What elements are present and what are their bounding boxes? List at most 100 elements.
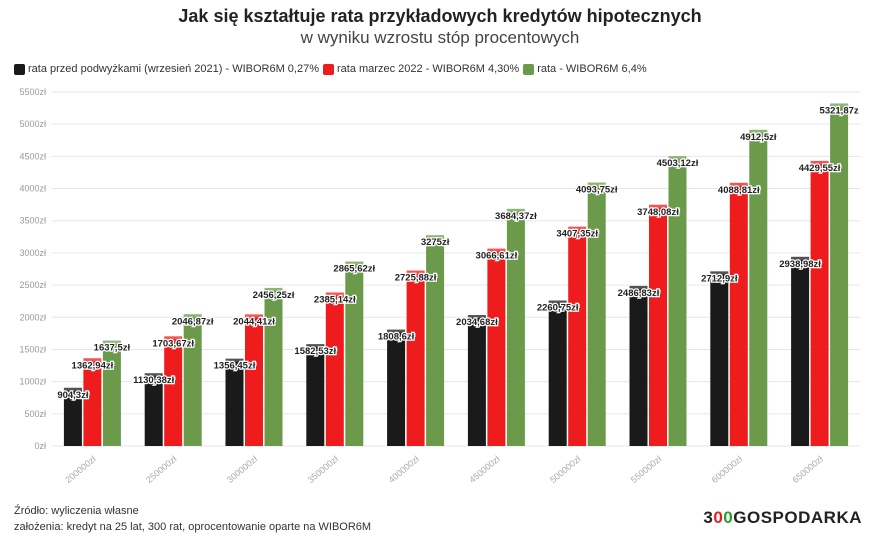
- chart-subtitle: w wyniku wzrostu stóp procentowych: [300, 28, 580, 47]
- bar-series-2: [487, 248, 506, 446]
- y-tick-label: 2000zł: [19, 312, 46, 322]
- legend-swatch-series-3: [523, 63, 535, 75]
- x-tick-label: 400000zł: [386, 454, 420, 485]
- bar-series-1: [306, 344, 325, 446]
- bar-series-1: [225, 358, 244, 446]
- data-label-series-3: 2456,25zł: [253, 290, 295, 301]
- data-label-series-2: 4088,81zł: [718, 185, 760, 196]
- legend-label-series-2: rata marzec 2022 - WIBOR6M 4,30%: [337, 63, 520, 75]
- bar-series-1: [710, 271, 729, 446]
- x-tick-label: 200000zł: [63, 454, 97, 485]
- data-label-series-3: 4093,75zł: [576, 185, 618, 196]
- data-label-series-3: 4912,5zł: [740, 132, 777, 143]
- data-label-series-3: 2046,87zł: [172, 316, 214, 327]
- bar-series-3: [668, 156, 687, 446]
- data-label-series-1: 2938,98zł: [779, 259, 821, 270]
- bar-series-2: [83, 358, 102, 446]
- bar-cap-series-2: [568, 226, 587, 230]
- bar-cap-series-2: [83, 358, 102, 362]
- legend-item-series-1: rata przed podwyżkami (wrzesień 2021) - …: [14, 63, 319, 75]
- legend-label-series-3: rata - WIBOR6M 6,4%: [537, 63, 647, 75]
- data-label-series-1: 2034,68zł: [456, 317, 498, 328]
- bar-series-1: [387, 329, 406, 446]
- bar-series-2: [568, 226, 587, 446]
- legend-label-series-1: rata przed podwyżkami (wrzesień 2021) - …: [28, 63, 319, 75]
- bar-series-2: [810, 160, 829, 446]
- x-tick-label: 500000zł: [548, 454, 582, 485]
- bar-cap-series-1: [710, 271, 729, 275]
- legend-swatch-series-1: [14, 63, 25, 75]
- bar-cap-series-2: [487, 248, 506, 252]
- bar-series-1: [63, 387, 82, 446]
- assumptions-note: założenia: kredyt na 25 lat, 300 rat, op…: [14, 521, 372, 533]
- data-label-series-1: 1582,53zł: [294, 346, 336, 357]
- x-tick-label: 300000zł: [225, 454, 259, 485]
- bar-series-1: [791, 256, 810, 446]
- bar-cap-series-1: [63, 387, 82, 391]
- bar-cap-series-3: [587, 182, 606, 186]
- bar-series-3: [749, 129, 768, 446]
- bar-cap-series-2: [325, 292, 344, 296]
- bar-cap-series-1: [225, 358, 244, 362]
- bar-series-2: [164, 336, 183, 446]
- bar-series-1: [144, 373, 163, 446]
- bar-series-3: [345, 261, 364, 446]
- bar-series-1: [629, 285, 648, 446]
- y-tick-label: 4000zł: [19, 184, 46, 194]
- bar-cap-series-1: [387, 329, 406, 333]
- data-label-series-2: 3407,35zł: [556, 229, 598, 240]
- source-note: Źródło: wyliczenia własne: [14, 505, 139, 517]
- bar-series-1: [467, 315, 486, 446]
- x-tick-label: 600000zł: [710, 454, 744, 485]
- bar-series-3: [587, 182, 606, 446]
- bar-cap-series-2: [729, 182, 748, 186]
- y-tick-label: 500zł: [24, 409, 46, 419]
- data-label-series-3: 1637,5zł: [94, 343, 131, 354]
- bar-cap-series-3: [102, 340, 121, 344]
- data-label-series-3: 5321,87z: [820, 105, 859, 116]
- data-label-series-2: 3748,08zł: [637, 207, 679, 218]
- bar-cap-series-3: [183, 314, 202, 318]
- y-tick-label: 3000zł: [19, 248, 46, 258]
- y-tick-label: 5000zł: [19, 119, 46, 129]
- y-tick-label: 1000zł: [19, 377, 46, 387]
- bar-cap-series-3: [345, 261, 364, 265]
- data-label-series-1: 2260,75zł: [537, 302, 579, 313]
- data-label-series-2: 2044,41zł: [233, 316, 275, 327]
- bar-series-3: [264, 287, 283, 446]
- legend-item-series-3: rata - WIBOR6M 6,4%: [523, 63, 647, 75]
- bar-cap-series-3: [749, 129, 768, 133]
- bar-cap-series-2: [649, 204, 667, 208]
- x-tick-label: 350000zł: [306, 454, 340, 485]
- chart-legend: rata przed podwyżkami (wrzesień 2021) - …: [14, 60, 874, 78]
- bar-cap-series-2: [406, 270, 425, 274]
- bar-cap-series-3: [426, 235, 445, 239]
- bar-cap-series-1: [629, 285, 648, 289]
- bar-series-2: [649, 204, 667, 446]
- y-tick-label: 2500zł: [19, 280, 46, 290]
- data-label-series-2: 3066,61zł: [476, 251, 518, 262]
- y-tick-label: 1500zł: [19, 344, 46, 354]
- data-label-series-3: 3275zł: [421, 237, 450, 248]
- data-label-series-1: 2712,9zł: [701, 273, 738, 284]
- bar-series-1: [548, 300, 567, 446]
- bar-cap-series-3: [830, 103, 849, 107]
- y-tick-label: 4500zł: [19, 151, 46, 161]
- bar-cap-series-3: [506, 208, 525, 212]
- bar-cap-series-2: [810, 160, 829, 164]
- data-label-series-1: 1356,45zł: [214, 361, 256, 372]
- data-label-series-2: 2725,88zł: [395, 273, 437, 284]
- chart-title: Jak się kształtuje rata przykładowych kr…: [178, 6, 702, 26]
- y-tick-label: 5500zł: [19, 87, 46, 97]
- data-label-series-2: 1362,94zł: [72, 360, 114, 371]
- x-tick-label: 450000zł: [467, 454, 501, 485]
- bar-chart: 0zł 500zł 1000zł 1500zł 2000zł 2500zł 3000zł 35…: [19, 87, 860, 485]
- x-tick-label: 650000zł: [790, 454, 824, 485]
- x-tick-label: 550000zł: [629, 454, 663, 485]
- data-label-series-3: 2865,62zł: [333, 264, 375, 275]
- data-label-series-2: 2385,14zł: [314, 294, 356, 305]
- data-label-series-2: 4429,55zł: [799, 163, 841, 174]
- bar-cap-series-1: [548, 300, 567, 304]
- x-tick-label: 250000zł: [144, 454, 178, 485]
- data-label-series-1: 904,3zł: [57, 390, 89, 401]
